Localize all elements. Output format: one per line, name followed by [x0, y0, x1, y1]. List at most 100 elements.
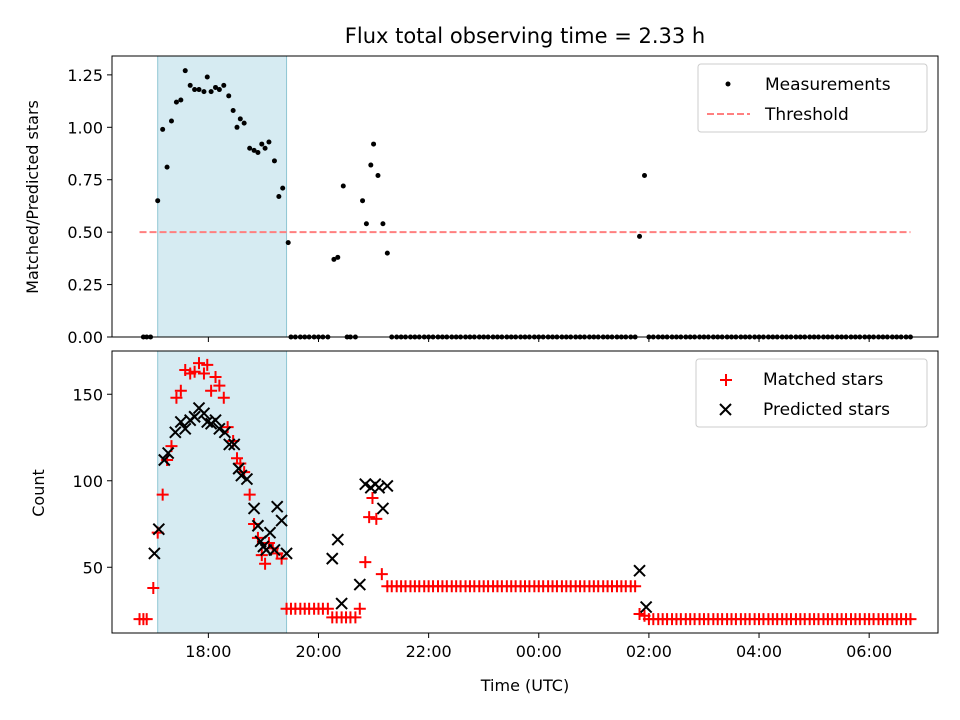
measurement-point	[196, 87, 202, 93]
measurement-point	[259, 141, 265, 147]
measurement-point	[230, 108, 236, 114]
predicted-star-point	[240, 472, 254, 486]
measurement-point	[255, 149, 261, 155]
measurement-point	[160, 126, 166, 132]
measurement-point	[226, 93, 232, 99]
predicted-star-point	[197, 407, 211, 420]
matched-star-point	[209, 370, 222, 383]
measurement-point	[280, 185, 286, 191]
bottom-x-tick-label: 02:00	[626, 642, 672, 661]
measurement-point	[360, 198, 366, 204]
matched-star-point	[174, 384, 187, 397]
predicted-star-point	[251, 519, 265, 532]
bottom-x-tick-label: 00:00	[516, 642, 562, 661]
predicted-star-point	[179, 422, 192, 436]
predicted-star-point	[263, 526, 277, 539]
predicted-star-point	[174, 415, 188, 429]
measurement-point	[208, 89, 214, 95]
bottom-legend: Matched stars Predicted stars	[695, 358, 928, 428]
matched-star-point	[201, 358, 214, 371]
predicted-star-point	[331, 533, 344, 546]
measurement-point	[262, 145, 268, 151]
matched-star-point	[188, 365, 201, 378]
bottom-y-tick-label: 150	[72, 385, 103, 404]
matched-star-point	[629, 580, 642, 593]
top-axis-ticks: 0.00 0.25 0.50 0.75 1.00 1.25	[67, 66, 870, 347]
matched-star-point	[213, 379, 226, 392]
measurement-point	[251, 147, 257, 153]
predicted-star-point	[188, 410, 201, 423]
matched-star-point	[193, 357, 206, 370]
matched-star-point	[366, 492, 379, 505]
matched-star-point	[140, 613, 153, 626]
matched-star-point	[205, 384, 218, 397]
bottom-y-tick-label: 100	[72, 472, 103, 491]
top-y-tick-label: 0.75	[67, 171, 103, 190]
measurement-point	[192, 87, 198, 93]
measurement-point	[221, 82, 227, 88]
measurement-point	[173, 99, 179, 105]
predicted-star-point	[381, 479, 394, 493]
predicted-star-point	[376, 502, 390, 515]
predicted-star-point	[232, 462, 245, 475]
matched-star-point	[353, 602, 366, 615]
matched-star-point	[259, 557, 272, 570]
measurement-point	[285, 240, 291, 246]
matched-star-point	[375, 568, 388, 581]
bottom-data-layer	[133, 357, 917, 626]
measurement-point	[164, 164, 170, 170]
measurement-point	[168, 118, 174, 124]
bottom-legend-frame	[695, 358, 928, 428]
top-panel: 0.00 0.25 0.50 0.75 1.00 1.25 Flux total obse…	[23, 24, 939, 347]
legend-predicted-marker	[719, 403, 732, 416]
predicted-star-point	[209, 413, 222, 427]
measurement-point	[213, 84, 219, 90]
matched-star-point	[359, 556, 372, 569]
measurement-point	[237, 116, 243, 122]
measurement-point	[155, 198, 161, 204]
measurement-point	[363, 221, 369, 227]
top-y-tick-label: 1.25	[67, 66, 103, 85]
predicted-star-point	[235, 469, 248, 482]
measurement-point	[380, 221, 386, 227]
predicted-star-point	[359, 478, 372, 491]
predicted-star-point	[158, 453, 171, 467]
top-y-tick-label: 1.00	[67, 118, 103, 137]
legend-measurements-label: Measurements	[765, 75, 891, 95]
measurement-point	[187, 82, 193, 88]
matched-star-point	[349, 611, 362, 624]
bottom-y-tick-label: 50	[83, 558, 103, 577]
predicted-star-point	[335, 597, 348, 610]
measurement-point	[371, 141, 377, 147]
top-legend-frame	[697, 63, 928, 133]
bottom-axes-frame	[111, 350, 939, 634]
matched-star-point	[147, 582, 160, 595]
matched-star-point	[321, 602, 334, 615]
bottom-x-tick-label: 20:00	[295, 642, 341, 661]
top-y-tick-label: 0.50	[67, 223, 103, 242]
bottom-x-tick-label: 04:00	[736, 642, 782, 661]
matched-star-point	[363, 511, 376, 524]
legend-matched-label: Matched stars	[763, 370, 883, 390]
matched-star-point	[170, 391, 183, 404]
measurement-point	[340, 183, 346, 189]
bottom-x-tick-label: 06:00	[846, 642, 892, 661]
series-predicted-stars	[148, 401, 653, 614]
predicted-star-point	[213, 422, 226, 436]
measurement-point	[266, 139, 272, 145]
predicted-star-point	[639, 600, 653, 614]
legend-predicted-label: Predicted stars	[763, 400, 890, 420]
measurement-point	[182, 68, 188, 74]
measurement-point	[178, 97, 184, 103]
matched-star-point	[370, 512, 383, 525]
measurement-point	[241, 120, 247, 126]
measurement-point	[641, 173, 647, 179]
measurement-point	[204, 74, 210, 80]
predicted-star-point	[169, 426, 182, 439]
measurement-point	[335, 254, 341, 260]
bottom-panel: 18:00 20:00 22:00 00:00 02:00 04:00 06:00 50 100…	[29, 350, 939, 695]
predicted-star-point	[161, 446, 175, 460]
predicted-star-point	[223, 438, 236, 451]
top-y-tick-label: 0.00	[67, 328, 103, 347]
predicted-star-point	[326, 552, 339, 565]
